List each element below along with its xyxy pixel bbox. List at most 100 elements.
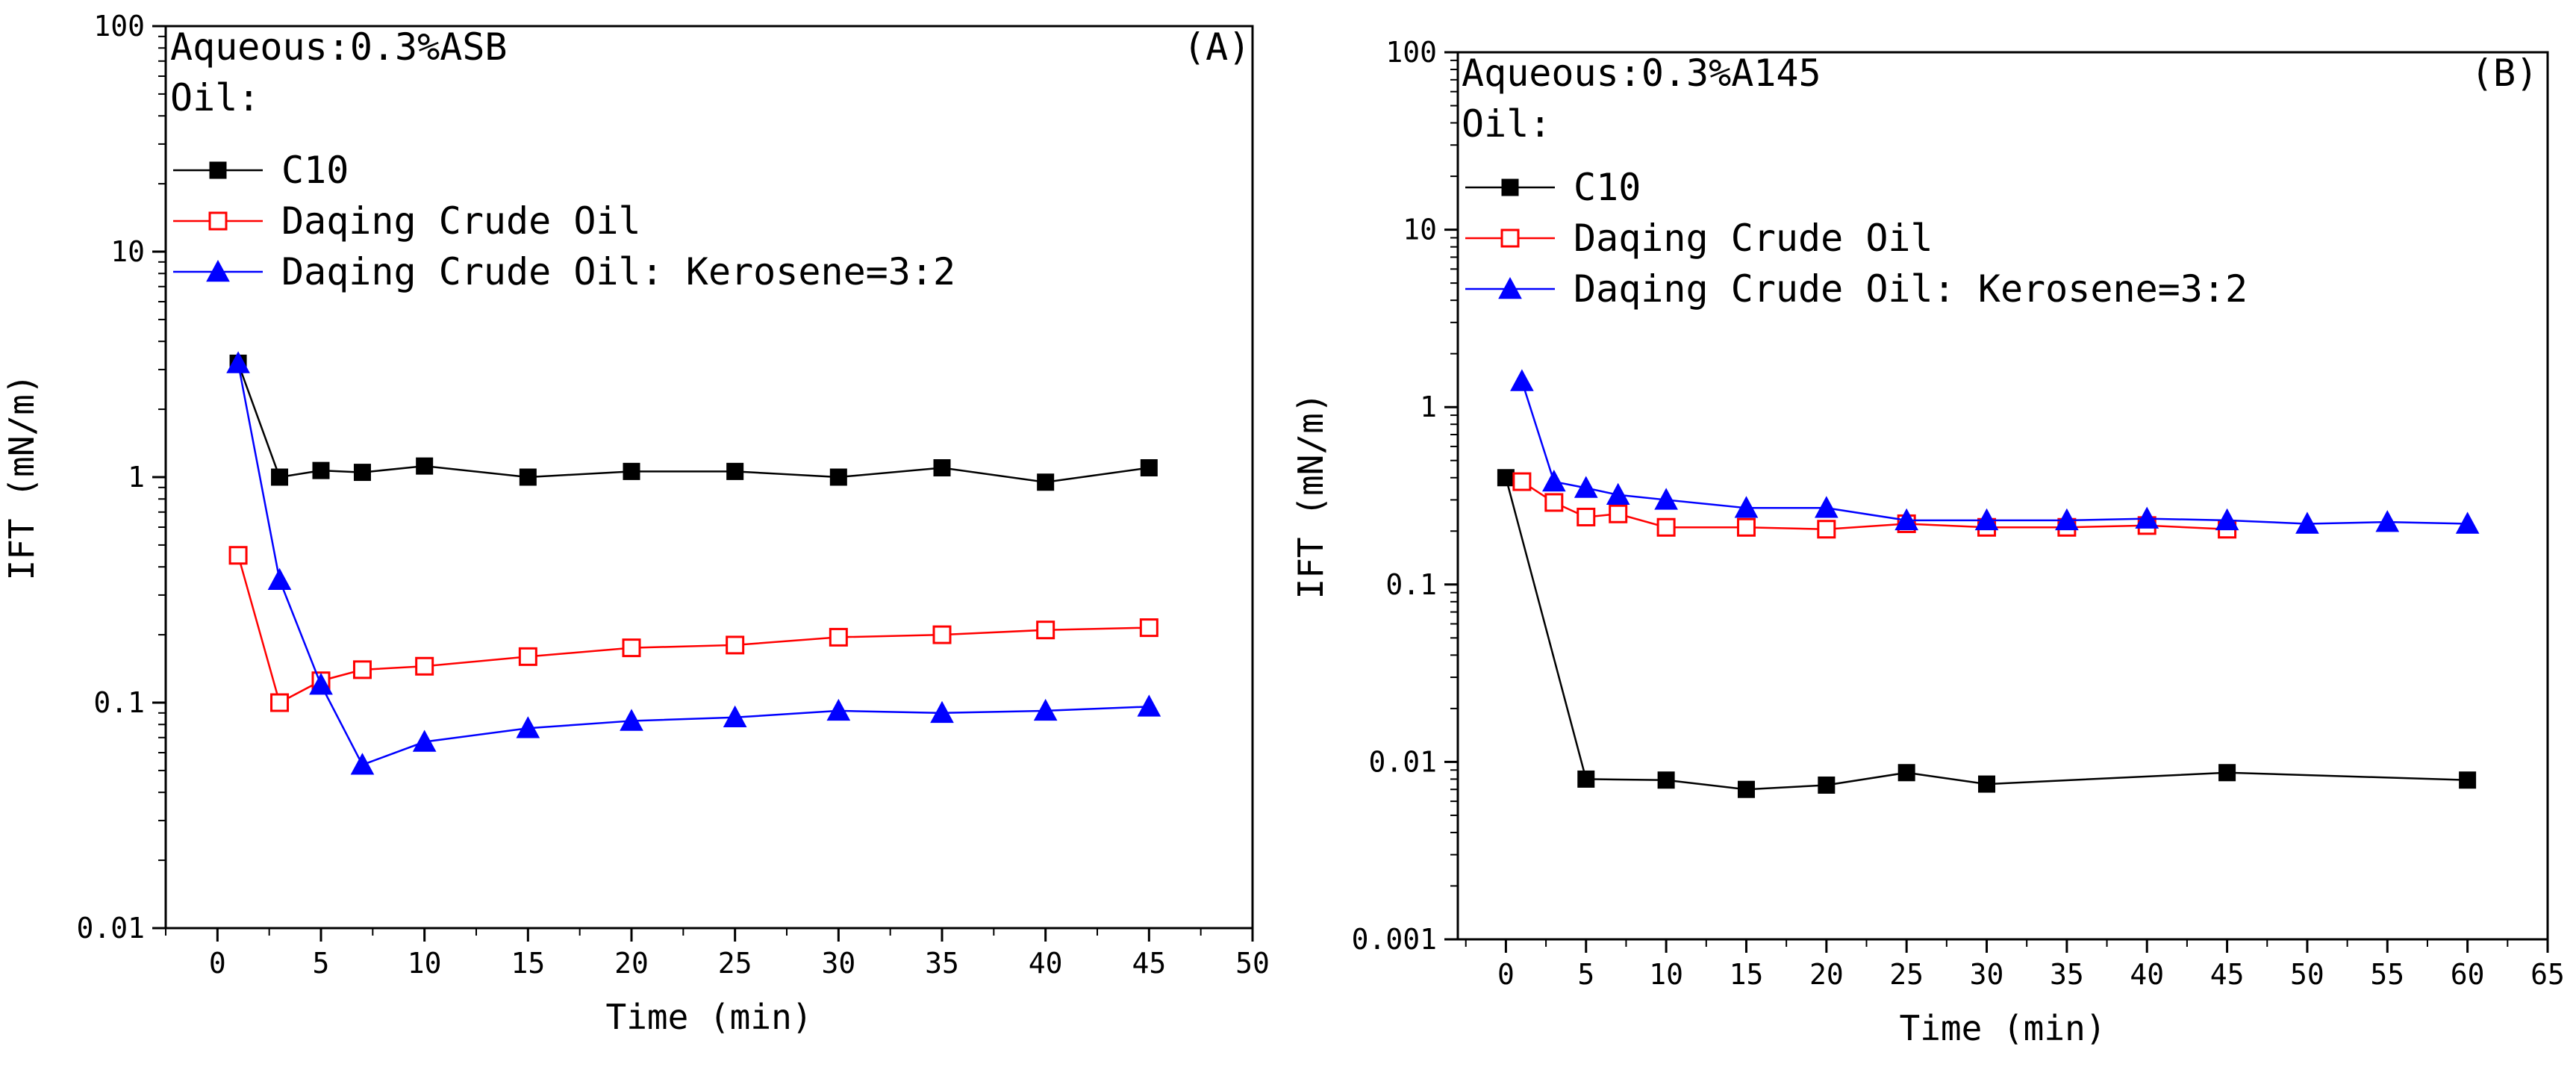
legend-label: Daqing Crude Oil: Kerosene=3:2 [281,250,955,293]
y-axis-title: IFT (mN/m) [1291,393,1331,600]
data-point [1512,472,1532,491]
data-point [623,462,640,480]
x-tick-label: 5 [313,947,330,980]
data-point [519,468,537,486]
legend-marker [209,161,227,179]
x-tick-label: 0 [209,947,226,980]
data-point [930,700,954,724]
data-point [1577,770,1595,788]
oil-annotation: Oil: [1462,102,1551,146]
data-point [309,673,333,695]
series-2 [1510,369,2480,534]
panel-label: (B) [2471,52,2538,95]
data-point [312,461,330,479]
data-point [2215,508,2239,531]
data-point [829,627,848,647]
x-tick-label: 50 [1235,947,1270,980]
data-point [1609,504,1628,523]
data-point [350,753,375,775]
data-point [415,656,434,676]
x-tick-label: 15 [1730,958,1764,991]
x-tick-label: 20 [614,947,649,980]
data-point [2455,511,2480,534]
data-point [267,567,292,590]
legend-label: Daqing Crude Oil [281,199,641,243]
data-point [1656,517,1676,537]
data-point [1734,496,1759,518]
data-point [1817,520,1836,539]
legend-marker [1498,276,1522,299]
data-point [1137,694,1161,717]
data-point [416,457,434,475]
plot-frame [1456,51,2549,941]
data-point [1036,620,1055,640]
data-point [1736,517,1756,537]
data-point [1140,458,1158,476]
data-point [726,635,745,655]
x-tick-label: 20 [1809,958,1844,991]
x-tick-label: 35 [925,947,959,980]
data-point [518,647,537,666]
y-tick-label: 100 [1385,36,1437,69]
x-tick-label: 40 [1029,947,1063,980]
legend-label: Daqing Crude Oil [1574,217,1933,260]
data-point [2135,506,2159,529]
panel-label: (A) [1183,25,1250,69]
data-point [1139,618,1158,638]
series-2 [226,351,1161,775]
x-tick-label: 50 [2290,958,2324,991]
series-line [237,363,1150,766]
legend-marker [1501,178,1519,196]
series-line [237,555,1150,704]
x-tick-label: 10 [1649,958,1683,991]
data-point [412,730,437,752]
x-tick-label: 60 [2451,958,2485,991]
data-point [1654,488,1678,510]
data-point [226,351,250,373]
series-line [237,363,1150,483]
x-tick-label: 65 [2530,958,2565,991]
legend-marker [206,259,230,282]
data-point [829,468,847,486]
legend-label: C10 [281,149,349,192]
y-tick-label: 10 [1403,214,1437,246]
legend: C10 Daqing Crude Oil Daqing Crude Oil: Ker… [1465,166,2248,311]
data-point [1894,508,1919,531]
y-tick-label: 0.001 [1352,923,1437,956]
data-point [2375,510,2400,532]
y-tick-label: 10 [110,235,145,268]
data-point [1974,508,1999,531]
x-tick-label: 5 [1577,958,1594,991]
data-point [353,464,371,482]
x-axis-title: Time (min) [1900,1008,2106,1048]
legend-label: Daqing Crude Oil: Kerosene=3:2 [1574,267,2248,311]
data-point [726,462,744,480]
x-tick-label: 30 [821,947,855,980]
data-point [933,458,951,476]
x-tick-label: 25 [718,947,752,980]
data-point [2218,764,2236,782]
y-tick-label: 0.1 [93,686,145,719]
data-point [723,705,747,728]
data-point [622,638,641,658]
data-point [2295,511,2319,534]
data-point [1657,771,1675,789]
data-point [620,709,643,731]
data-point [1037,473,1055,491]
oil-annotation: Oil: [170,76,260,119]
data-point [1574,476,1598,498]
data-point [1497,469,1515,487]
aqueous-annotation: Aqueous:0.3%A145 [1462,52,1821,95]
x-tick-label: 45 [2210,958,2245,991]
chart-panel-a: 0 5 10 15 20 25 30 35 40 45 50 0.01 0.1 1 10 100 Time (m… [1,10,1270,1037]
data-point [1897,764,1915,782]
data-point [1577,507,1596,526]
data-point [1814,496,1839,518]
data-point [1541,469,1566,492]
data-point [2055,508,2079,531]
x-tick-label: 55 [2370,958,2404,991]
legend-marker [1500,228,1520,248]
x-tick-label: 0 [1497,958,1515,991]
y-tick-label: 1 [128,461,145,494]
